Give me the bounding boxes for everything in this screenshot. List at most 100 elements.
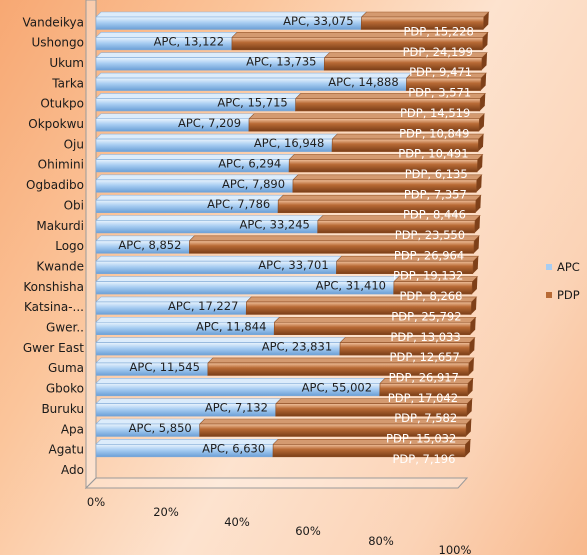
pdp-bar xyxy=(405,77,482,91)
pdp-data-label: PDP, 24,199 xyxy=(403,45,473,59)
category-label: Gwer East xyxy=(23,341,84,355)
pdp-bar-end xyxy=(469,337,475,356)
pdp-bar-end xyxy=(471,296,477,315)
apc-data-label: APC, 7,890 xyxy=(222,177,285,191)
pdp-bar-end xyxy=(482,32,488,50)
pdp-bar-end xyxy=(465,419,472,437)
apc-data-label: APC, 55,002 xyxy=(302,380,372,394)
x-tick-label: 20% xyxy=(153,505,179,519)
apc-data-label: APC, 7,786 xyxy=(207,197,270,211)
chart-side-wall xyxy=(85,0,97,490)
apc-data-label: APC, 17,227 xyxy=(168,299,238,313)
apc-data-label: APC, 15,715 xyxy=(217,95,287,109)
pdp-bar-end xyxy=(473,235,480,254)
category-label: Konshisha xyxy=(23,280,84,294)
category-label: Gboko xyxy=(46,382,84,396)
pdp-data-label: PDP, 15,032 xyxy=(386,432,456,446)
apc-data-label: APC, 16,948 xyxy=(254,136,324,150)
pdp-data-label: PDP, 25,792 xyxy=(391,309,461,323)
pdp-bar xyxy=(295,98,481,112)
apc-data-label: APC, 5,850 xyxy=(129,421,192,435)
pdp-bar-end xyxy=(468,357,474,376)
pdp-data-label: PDP, 26,917 xyxy=(389,370,459,384)
category-label: Kwande xyxy=(36,259,84,273)
apc-data-label: APC, 13,122 xyxy=(154,34,224,48)
value-axis: 0% 20% 40% 60% 80% 100% xyxy=(87,495,472,555)
pdp-data-label: PDP, 15,228 xyxy=(404,25,474,39)
pdp-bar xyxy=(379,382,469,397)
x-tick-label: 40% xyxy=(224,515,250,529)
category-label: Gwer.. xyxy=(46,321,84,335)
pdp-data-label: PDP, 10,849 xyxy=(399,126,469,140)
pdp-bar xyxy=(288,159,478,173)
pdp-bar-end xyxy=(467,378,474,396)
apc-data-label: APC, 33,245 xyxy=(239,218,309,232)
apc-data-label: APC, 14,888 xyxy=(328,75,398,89)
pdp-bar xyxy=(317,220,476,234)
apc-data-label: APC, 31,410 xyxy=(316,279,386,293)
category-label: Ado xyxy=(61,463,84,477)
apc-data-label: APC, 6,294 xyxy=(218,156,281,170)
category-label: Ogbadibo xyxy=(26,178,84,192)
pdp-bar-end xyxy=(471,276,478,295)
pdp-bar xyxy=(231,37,484,51)
pdp-bar xyxy=(393,281,473,295)
apc-data-label: APC, 6,630 xyxy=(202,441,265,455)
pdp-data-label: PDP, 8,446 xyxy=(403,208,466,222)
legend-swatch-pdp xyxy=(546,292,552,298)
pdp-bar-end xyxy=(483,12,489,30)
pdp-bar-top xyxy=(360,11,490,18)
legend-label-apc: APC xyxy=(557,260,580,274)
legend: APC PDP xyxy=(546,260,580,302)
category-axis: Vandeikya Ushongo Ukum Tarka Otukpo Okpokwu Oj… xyxy=(22,15,84,477)
legend-label-pdp: PDP xyxy=(557,288,580,302)
category-label: Agatu xyxy=(49,443,85,457)
pdp-bar xyxy=(272,444,466,458)
pdp-bar xyxy=(292,179,478,193)
category-label: Guma xyxy=(48,361,84,375)
pdp-bar-end xyxy=(476,174,482,193)
pdp-data-label: PDP, 9,471 xyxy=(409,65,472,79)
pdp-data-label: PDP, 17,042 xyxy=(388,391,458,405)
pdp-bar xyxy=(336,260,474,275)
category-label: Oju xyxy=(64,137,84,151)
pdp-data-label: PDP, 10,491 xyxy=(398,147,468,161)
category-label: Apa xyxy=(61,422,84,436)
pdp-data-label: PDP, 26,964 xyxy=(394,248,464,262)
pdp-bar-end xyxy=(466,398,473,417)
pdp-bar-end xyxy=(475,195,481,213)
pdp-data-label: PDP, 7,357 xyxy=(404,187,467,201)
x-tick-label: 100% xyxy=(439,543,472,555)
pdp-data-label: PDP, 8,268 xyxy=(399,289,462,303)
x-tick-label: 80% xyxy=(368,534,394,548)
pdp-bar xyxy=(277,199,477,213)
apc-data-label: APC, 11,844 xyxy=(196,319,266,333)
pdp-bar-end xyxy=(480,73,487,91)
category-label: Makurdi xyxy=(36,219,84,233)
pdp-bar-end xyxy=(479,93,486,111)
pdp-bar-end xyxy=(472,256,479,274)
legend-swatch-apc xyxy=(546,264,552,270)
bars-layer xyxy=(95,11,490,458)
pdp-bar-end xyxy=(481,52,488,71)
pdp-data-label: PDP, 7,196 xyxy=(392,452,455,466)
chart-floor xyxy=(84,477,469,489)
pdp-bar xyxy=(189,240,475,254)
category-label: Buruku xyxy=(41,402,84,416)
apc-data-label: APC, 7,132 xyxy=(205,401,268,415)
pdp-bar-end xyxy=(478,113,485,132)
pdp-data-label: PDP, 6,135 xyxy=(405,167,468,181)
pdp-data-label: PDP, 19,132 xyxy=(393,269,463,283)
apc-data-label: APC, 11,545 xyxy=(130,360,200,374)
pdp-data-label: PDP, 3,571 xyxy=(408,86,471,100)
pdp-bar xyxy=(207,362,470,376)
pdp-bar xyxy=(245,301,472,315)
pdp-bar-end xyxy=(477,154,483,172)
pdp-data-label: PDP, 13,033 xyxy=(390,330,460,344)
pdp-bar xyxy=(199,423,467,437)
category-label: Ushongo xyxy=(31,36,84,50)
pdp-data-label: PDP, 7,582 xyxy=(394,411,457,425)
pdp-data-label: PDP, 12,657 xyxy=(390,350,460,364)
pdp-bar xyxy=(360,16,485,30)
category-label: Ohimini xyxy=(38,158,84,172)
